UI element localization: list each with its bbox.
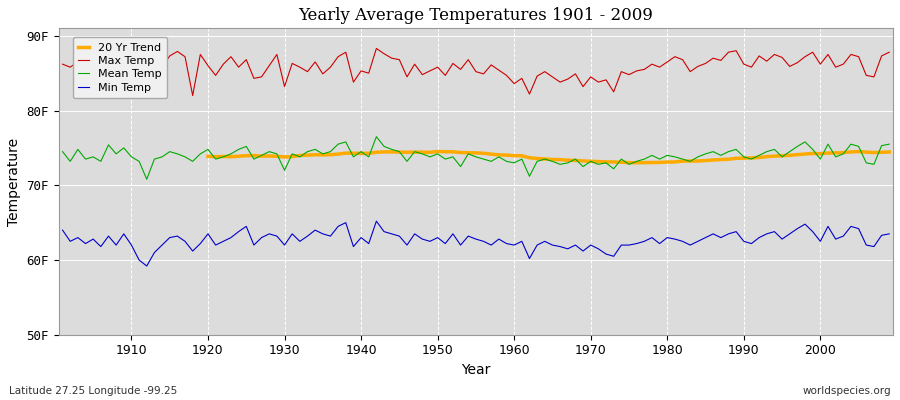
- Mean Temp: [294, 154, 305, 159]
- Mean Temp: [141, 177, 152, 182]
- Min Temp: [340, 220, 351, 225]
- Mean Temp: [616, 157, 626, 162]
- Y-axis label: Temperature: Temperature: [7, 138, 21, 226]
- 20 Yr Trend: [631, 160, 642, 165]
- Title: Yearly Average Temperatures 1901 - 2009: Yearly Average Temperatures 1901 - 2009: [299, 7, 653, 24]
- Max Temp: [517, 76, 527, 81]
- 20 Yr Trend: [692, 158, 703, 163]
- Max Temp: [119, 56, 130, 60]
- Min Temp: [884, 232, 895, 236]
- Text: Latitude 27.25 Longitude -99.25: Latitude 27.25 Longitude -99.25: [9, 386, 177, 396]
- Mean Temp: [524, 174, 535, 179]
- Mean Temp: [371, 134, 382, 139]
- Mean Temp: [57, 149, 68, 154]
- Max Temp: [524, 92, 535, 96]
- Min Temp: [517, 239, 527, 244]
- Line: Min Temp: Min Temp: [62, 221, 889, 266]
- Mean Temp: [517, 157, 527, 162]
- Max Temp: [884, 50, 895, 54]
- X-axis label: Year: Year: [461, 363, 491, 377]
- Min Temp: [141, 264, 152, 268]
- 20 Yr Trend: [784, 153, 795, 158]
- 20 Yr Trend: [884, 150, 895, 154]
- Mean Temp: [340, 140, 351, 144]
- Min Temp: [119, 232, 130, 236]
- Max Temp: [616, 69, 626, 74]
- Line: Max Temp: Max Temp: [62, 48, 889, 96]
- 20 Yr Trend: [202, 154, 213, 159]
- Max Temp: [57, 62, 68, 66]
- Max Temp: [294, 65, 305, 70]
- Max Temp: [371, 46, 382, 51]
- Text: worldspecies.org: worldspecies.org: [803, 386, 891, 396]
- Min Temp: [57, 228, 68, 232]
- Min Temp: [294, 239, 305, 244]
- Mean Temp: [119, 146, 130, 150]
- 20 Yr Trend: [294, 153, 305, 158]
- Max Temp: [187, 93, 198, 98]
- 20 Yr Trend: [868, 150, 879, 155]
- Line: 20 Yr Trend: 20 Yr Trend: [208, 152, 889, 163]
- Min Temp: [371, 219, 382, 224]
- 20 Yr Trend: [799, 152, 810, 156]
- Line: Mean Temp: Mean Temp: [62, 137, 889, 179]
- Min Temp: [616, 243, 626, 248]
- Max Temp: [340, 50, 351, 54]
- Mean Temp: [884, 142, 895, 146]
- 20 Yr Trend: [432, 149, 443, 154]
- 20 Yr Trend: [410, 150, 420, 154]
- Legend: 20 Yr Trend, Max Temp, Mean Temp, Min Temp: 20 Yr Trend, Max Temp, Mean Temp, Min Te…: [73, 37, 167, 98]
- Min Temp: [524, 256, 535, 261]
